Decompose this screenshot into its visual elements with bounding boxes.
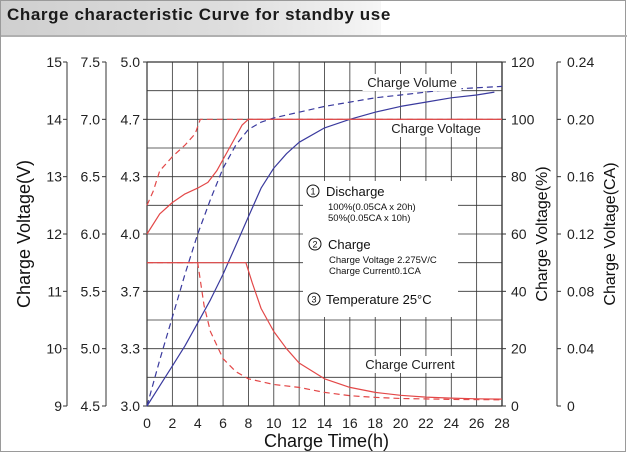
left-axis-tick-label: 13 xyxy=(46,169,62,185)
x-tick-label: 12 xyxy=(291,415,307,431)
right-axis-tick-label: 0 xyxy=(511,398,519,414)
series-line-charge-current-solid xyxy=(147,262,503,400)
right-axis-tick-label: 120 xyxy=(511,54,535,70)
curve-label: Charge Voltage xyxy=(391,121,481,136)
chart-title: Charge characteristic Curve for standby … xyxy=(7,5,391,24)
legend-number: 1 xyxy=(310,187,315,197)
x-tick-label: 6 xyxy=(219,415,227,431)
left-axis-tick-label: 3.3 xyxy=(121,341,141,357)
left-axis-tick-label: 3.0 xyxy=(121,398,141,414)
x-tick-label: 20 xyxy=(393,415,409,431)
left-axis-tick-label: 5.5 xyxy=(81,283,101,299)
right-axis-tick-label: 80 xyxy=(511,169,527,185)
x-tick-label: 14 xyxy=(317,415,333,431)
left-axis-tick-label: 12 xyxy=(46,226,62,242)
title-divider xyxy=(1,35,627,37)
legend-item3-title: Temperature 25°C xyxy=(326,292,432,307)
x-tick-label: 0 xyxy=(143,415,151,431)
x-tick-label: 22 xyxy=(418,415,434,431)
legend-number-circle xyxy=(306,184,320,198)
left-axis-tick-label: 6.5 xyxy=(81,169,101,185)
right-axis-tick-label: 0.08 xyxy=(567,283,594,299)
x-tick-label: 2 xyxy=(168,415,176,431)
left-axis-tick-label: 15 xyxy=(46,54,62,70)
right-axis-tick-label: 0.20 xyxy=(567,111,594,127)
curve-label: Charge Volume xyxy=(367,75,457,90)
legend-number-circle xyxy=(308,237,322,251)
right-axis-title-ca: Charge Voltage(CA) xyxy=(602,162,619,305)
x-tick-label: 10 xyxy=(266,415,282,431)
left-axis-tick-label: 4.0 xyxy=(121,226,141,242)
right-axis-tick-label: 60 xyxy=(511,226,527,242)
left-axis-tick-label: 4.5 xyxy=(81,398,101,414)
right-axis-tick-label: 20 xyxy=(511,341,527,357)
left-axis-tick-label: 4.7 xyxy=(121,111,141,127)
left-axis-tick-label: 9 xyxy=(54,398,62,414)
x-tick-label: 28 xyxy=(494,415,510,431)
left-axis-tick-label: 7.5 xyxy=(81,54,101,70)
title-bar: Charge characteristic Curve for standby … xyxy=(1,1,390,35)
left-axis-tick-label: 6.0 xyxy=(81,226,101,242)
x-tick-label: 26 xyxy=(469,415,485,431)
left-axis-tick-label: 5.0 xyxy=(81,341,101,357)
right-axis-tick-label: 0.04 xyxy=(567,341,594,357)
legend-item2-title: Charge xyxy=(328,237,371,252)
legend-item2-line: Charge Current0.1CA xyxy=(329,266,422,277)
x-tick-label: 24 xyxy=(443,415,459,431)
x-tick-label: 4 xyxy=(194,415,202,431)
right-axis-title-percent: Charge Voltage(%) xyxy=(534,166,551,301)
x-tick-label: 16 xyxy=(342,415,358,431)
right-axis-tick-label: 0.16 xyxy=(567,169,594,185)
x-tick-label: 18 xyxy=(367,415,383,431)
right-axis-tick-label: 0.24 xyxy=(567,54,594,70)
x-tick-label: 8 xyxy=(245,415,253,431)
series-line-charge-voltage-dashed xyxy=(146,118,502,206)
left-axis-tick-label: 10 xyxy=(46,341,62,357)
left-axis-tick-label: 14 xyxy=(46,111,62,127)
legend-item2-line: Charge Voltage 2.275V/C xyxy=(329,255,437,266)
right-axis-tick-label: 100 xyxy=(511,111,535,127)
series-line-charge-voltage-solid xyxy=(146,118,502,235)
curve-label: Charge Current xyxy=(365,357,455,372)
left-axis-tick-label: 7.0 xyxy=(81,111,101,127)
legend-item1-line: 100%(0.05CA x 20h) xyxy=(328,202,416,213)
right-axis-tick-label: 0 xyxy=(567,398,575,414)
series-line-charge-volume-dashed xyxy=(146,85,503,407)
series-line-charge-volume-solid xyxy=(146,91,495,407)
left-axis-tick-label: 5.0 xyxy=(121,54,141,70)
left-axis-tick-label: 3.7 xyxy=(121,283,141,299)
curve-label-bg xyxy=(362,74,462,91)
legend-number: 2 xyxy=(312,240,317,250)
curve-label-bg xyxy=(356,356,464,373)
left-axis-tick-label: 11 xyxy=(47,283,62,299)
left-axis-tick-label: 4.3 xyxy=(121,169,141,185)
legend-box xyxy=(303,181,458,317)
series-line-charge-current-dashed xyxy=(147,262,503,401)
curve-label-bg xyxy=(382,120,490,137)
legend-item1-line: 50%(0.05CA x 10h) xyxy=(328,213,410,224)
legend-number-circle xyxy=(307,292,321,306)
right-axis-tick-label: 0.12 xyxy=(567,226,594,242)
legend-item1-title: Discharge xyxy=(326,184,385,199)
legend-number: 3 xyxy=(311,295,316,305)
left-axis-title: Charge Voltage(V) xyxy=(14,160,34,308)
x-axis-title: Charge Time(h) xyxy=(264,431,389,451)
right-axis-tick-label: 40 xyxy=(511,283,527,299)
